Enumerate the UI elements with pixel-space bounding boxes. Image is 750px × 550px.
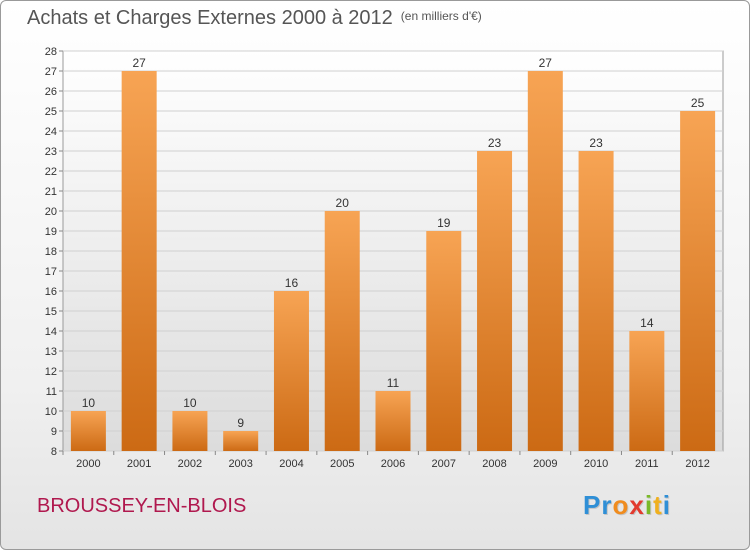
y-axis: 8 9 10 11 12 13 14 15 16 17 18 19 20 21 22 23 24 25 26 27 28 (45, 46, 63, 458)
data-label-2007: 19 (437, 216, 451, 230)
y-tick-label: 15 (45, 306, 57, 318)
x-tick-label-2003: 2003 (228, 458, 252, 470)
bar-2010 (578, 151, 614, 451)
y-tick-label: 10 (45, 406, 57, 418)
x-tick-label-2012: 2012 (685, 458, 709, 470)
chart-title-text: Achats et Charges Externes 2000 à 2012 (27, 7, 393, 29)
bar-2002 (172, 411, 208, 451)
bar-2003 (223, 431, 259, 451)
y-tick-label: 17 (45, 266, 57, 278)
y-tick-label: 9 (51, 426, 57, 438)
x-tick-label-2002: 2002 (178, 458, 202, 470)
bar-2000 (70, 411, 106, 451)
data-label-2003: 9 (237, 416, 244, 430)
logo-letter: i (662, 490, 671, 520)
x-tick-label-2010: 2010 (584, 458, 608, 470)
x-tick-label-2001: 2001 (127, 458, 151, 470)
y-tick-label: 18 (45, 246, 57, 258)
y-tick-label: 27 (45, 66, 57, 78)
data-label-2005: 20 (336, 196, 350, 210)
data-label-2012: 25 (691, 96, 705, 110)
logo-letter: o (612, 490, 630, 520)
y-tick-label: 21 (45, 186, 57, 198)
logo-letter: P (583, 490, 602, 520)
bar-2001 (121, 71, 157, 451)
data-label-2008: 23 (488, 136, 502, 150)
x-tick-label-2006: 2006 (381, 458, 405, 470)
chart-title: Achats et Charges Externes 2000 à 2012 (e… (27, 7, 482, 30)
bar-2004 (273, 291, 309, 451)
logo-letter: t (653, 490, 663, 520)
x-tick-label-2009: 2009 (533, 458, 557, 470)
town-name: BROUSSEY-EN-BLOIS (37, 495, 247, 517)
x-tick-label-2004: 2004 (279, 458, 303, 470)
bar-2005 (324, 211, 360, 451)
data-label-2004: 16 (285, 276, 299, 290)
x-tick-label-2011: 2011 (635, 458, 659, 470)
logo-letter: x (629, 490, 645, 520)
x-tick-label-2000: 2000 (76, 458, 100, 470)
x-axis: 2000 2001 2002 2003 2004 2005 2006 2007 2008 2009… (62, 451, 710, 470)
x-tick-label-2008: 2008 (482, 458, 506, 470)
x-tick-label-2007: 2007 (432, 458, 456, 470)
y-tick-label: 24 (45, 126, 57, 138)
bar-2008 (477, 151, 513, 451)
bar-2006 (375, 391, 411, 451)
y-tick-label: 12 (45, 366, 57, 378)
y-tick-label: 8 (51, 446, 57, 458)
data-label-2000: 10 (82, 396, 96, 410)
y-tick-label: 11 (46, 386, 57, 398)
proxiti-logo[interactable]: Proxiti (583, 490, 671, 521)
y-tick-label: 22 (45, 166, 57, 178)
data-label-2002: 10 (183, 396, 197, 410)
y-tick-label: 14 (45, 326, 57, 338)
logo-letter: i (644, 490, 654, 520)
y-tick-label: 20 (45, 206, 57, 218)
data-label-2010: 23 (589, 136, 603, 150)
bar-2007 (426, 231, 462, 451)
data-label-2006: 11 (387, 376, 400, 390)
y-tick-label: 26 (45, 86, 57, 98)
data-label-2009: 27 (539, 56, 553, 70)
y-tick-label: 23 (45, 146, 57, 158)
chart-subtitle: (en milliers d'€) (400, 9, 482, 23)
y-tick-label: 28 (45, 46, 57, 58)
y-tick-label: 16 (45, 286, 57, 298)
bar-2011 (629, 331, 665, 451)
data-label-2001: 27 (132, 56, 146, 70)
bar-2009 (527, 71, 563, 451)
bars: 10 27 10 9 16 20 11 19 23 27 23 14 25 (70, 56, 716, 451)
data-label-2011: 14 (640, 316, 654, 330)
logo-letter: r (601, 490, 613, 520)
y-tick-label: 25 (45, 106, 57, 118)
y-tick-label: 19 (45, 226, 57, 238)
bar-2012 (680, 111, 716, 451)
x-tick-label-2005: 2005 (330, 458, 354, 470)
y-tick-label: 13 (45, 346, 57, 358)
